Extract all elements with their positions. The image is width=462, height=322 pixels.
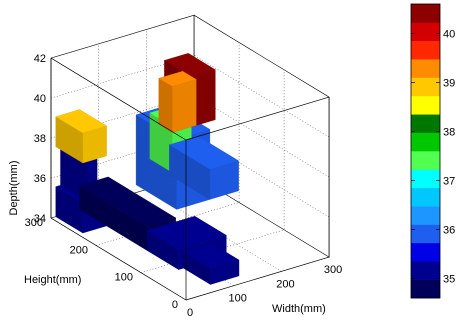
z-tick-label: 42 [34, 53, 46, 65]
y-axis-label: Height(mm) [24, 274, 81, 286]
voxel-block-8-front [172, 79, 197, 133]
voxel-block-5-top [55, 109, 108, 134]
colorbar-band-0 [411, 279, 440, 299]
voxel-block-3 [182, 243, 240, 285]
y-tick-label: 200 [70, 244, 88, 256]
colorbar-band-3 [411, 224, 440, 244]
y-tick-label: 0 [172, 299, 178, 311]
colorbar-tick-label: 39 [443, 77, 455, 89]
grid-x-2 [146, 29, 282, 272]
colorbar-band-7 [411, 151, 440, 170]
x-tick-label: 200 [276, 278, 294, 290]
voxel-block-8 [158, 70, 197, 133]
colorbar-band-15 [411, 4, 440, 23]
colorbar-band-8 [411, 132, 440, 152]
x-tick-label: 0 [187, 307, 193, 319]
box-edge-5 [50, 57, 187, 141]
colorbar-band-9 [411, 114, 440, 133]
colorbar-frame [410, 3, 441, 299]
colorbar-tick-label: 36 [443, 224, 455, 236]
colorbar-band-6 [411, 169, 440, 189]
colorbar-band-10 [411, 95, 440, 115]
y-tick-label: 300 [25, 217, 43, 229]
y-tick-label: 100 [115, 272, 133, 284]
colorbar-tick-label: 37 [443, 175, 455, 187]
box-edge-0 [185, 256, 330, 301]
colorbar-tick-label: 40 [443, 28, 455, 40]
colorbar-band-12 [411, 59, 440, 78]
z-tick-label: 36 [34, 173, 46, 185]
voxel-block-5 [55, 109, 108, 164]
voxel-block-2-top [146, 215, 227, 250]
voxel-block-3-top [182, 243, 240, 269]
colorbar-band-13 [411, 40, 440, 60]
box-edge-4 [185, 96, 330, 141]
z-tick-label: 34 [34, 213, 46, 225]
colorbar-tick-label: 38 [443, 126, 455, 138]
colorbar-band-14 [411, 22, 440, 42]
z-tick-label: 40 [34, 93, 46, 105]
x-tick-label: 300 [324, 264, 342, 276]
x-axis-label: Width(mm) [272, 303, 326, 315]
voxel-block-7 [168, 135, 240, 200]
colorbar: 35 36 37 38 39 40 [410, 3, 455, 299]
axes-box-front [50, 57, 330, 301]
grid-x-1 [98, 43, 234, 286]
colorbar-band-5 [411, 187, 440, 207]
colorbar-band-2 [411, 242, 440, 262]
voxel-block-8-top [158, 70, 197, 87]
voxel-block-0-top [79, 176, 177, 227]
voxel-blocks [55, 53, 240, 285]
z-axis-label: Depth(mm) [8, 160, 20, 215]
colorbar-band-4 [411, 206, 440, 225]
colorbar-tick-label: 35 [443, 273, 455, 285]
x-tick-label: 100 [229, 293, 247, 305]
voxel-block-9-top [163, 53, 216, 78]
z-tick-label: 38 [34, 133, 46, 145]
box-edge-1 [50, 217, 187, 301]
colorbar-band-1 [411, 261, 440, 280]
colorbar-band-11 [411, 77, 440, 97]
